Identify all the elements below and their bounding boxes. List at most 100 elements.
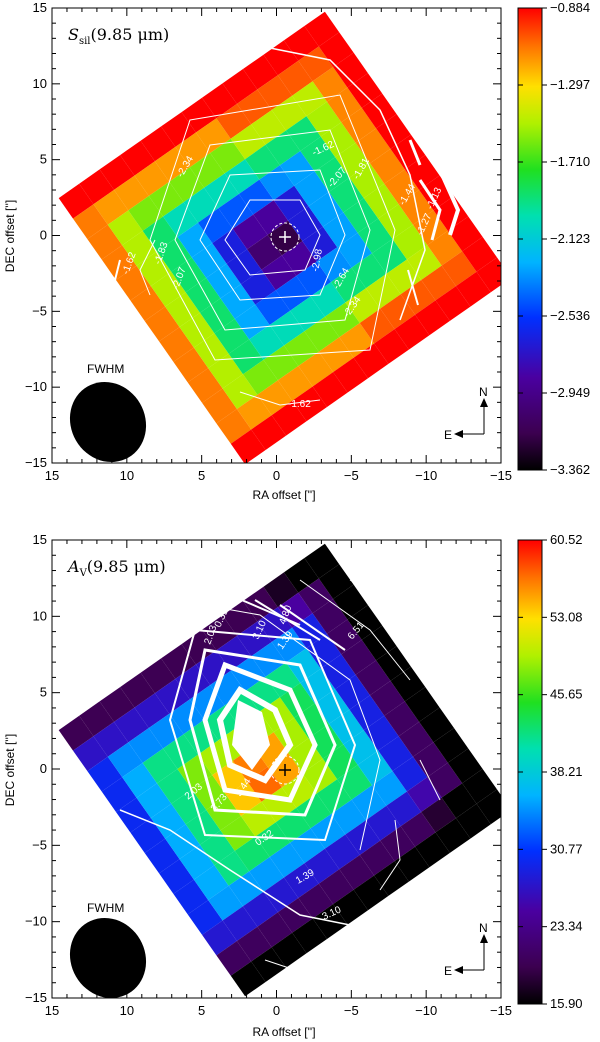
contour-line <box>224 199 321 276</box>
heatmap-cell <box>349 695 385 731</box>
heatmap-cell <box>341 639 377 675</box>
y-tick-label: 0 <box>40 761 47 776</box>
axes-1: 15 10 5 0 −5 −10 −15 −15 −10 −5 0 5 10 15 <box>25 0 512 483</box>
contour-line <box>239 391 321 406</box>
heatmap-cell <box>298 578 334 614</box>
heatmap-cell <box>195 118 231 153</box>
heatmap-cell <box>140 126 176 162</box>
y-tick-label: −5 <box>32 303 47 318</box>
heatmap-cell <box>310 282 346 317</box>
contour-line <box>139 239 156 296</box>
heatmap-cell <box>333 52 368 88</box>
heatmap-cell <box>157 769 192 804</box>
heatmap-cell <box>318 869 354 905</box>
contour-line <box>379 819 401 891</box>
heatmap-cell <box>316 779 352 814</box>
heatmap-cell <box>263 877 299 913</box>
heatmap-cell <box>216 941 252 976</box>
colorbar-ticks-1: −0.884 −1.297 −1.710 −2.123 −2.536 −2.949 −3.3… <box>518 0 590 477</box>
contour-line <box>168 628 357 842</box>
colorbar-tick-label: 60.52 <box>550 532 583 547</box>
heatmap-cell <box>374 861 409 896</box>
heatmap-cell <box>202 83 237 119</box>
beam-ellipse <box>69 917 147 998</box>
panel-2: 4.80 6.51 8.22 3.10 1.39 0.32 2.03 5.44 … <box>3 532 583 1039</box>
heatmap-cell <box>347 605 383 640</box>
heatmap-cell <box>263 345 299 381</box>
heatmap-cell <box>238 179 274 215</box>
colorbar-tick-label: −1.710 <box>550 154 590 169</box>
heatmap-cell <box>220 284 256 319</box>
heatmap-cell <box>394 846 430 882</box>
heatmap-cell <box>142 748 178 784</box>
heatmap-cell <box>181 97 217 133</box>
axes-2: 15 10 5 0 −5 −10 −15 −15 −10 −5 0 5 10 15 <box>25 532 512 1018</box>
contour-line <box>264 959 311 976</box>
heatmap-cell <box>263 572 299 608</box>
heatmap-cell <box>427 762 463 798</box>
heatmap-cell <box>193 865 229 901</box>
contour-line <box>149 94 396 361</box>
heatmap-cell <box>120 140 155 176</box>
heatmap-cell <box>335 142 370 178</box>
heatmap-cell <box>202 388 237 424</box>
heatmap-cell <box>271 932 307 968</box>
heatmap-cell <box>370 680 405 716</box>
heatmap-cell <box>245 144 280 180</box>
heatmap-cell <box>230 124 266 160</box>
heatmap-cell <box>114 707 149 743</box>
colorbar-tick-label: 15.90 <box>550 996 583 1011</box>
heatmap-cell <box>288 206 323 242</box>
colorbar-tick-label: 23.34 <box>550 919 583 934</box>
heatmap-cell <box>130 286 166 321</box>
y-axis-label-1: DEC offset [''] <box>3 200 17 272</box>
contour-line <box>119 809 351 926</box>
heatmap-cell <box>351 785 387 821</box>
heatmap-cell <box>265 130 301 166</box>
colorbar-tick-label: −1.297 <box>550 77 590 92</box>
heatmap-cell <box>257 75 293 110</box>
heatmap-cell <box>447 216 483 252</box>
contour-line <box>419 759 441 801</box>
heatmap-cell <box>222 906 258 941</box>
heatmap-cell <box>222 69 258 104</box>
colorbar-tick-label: −0.884 <box>550 0 590 15</box>
heatmap-cell <box>198 208 233 244</box>
heatmap-cell <box>163 202 198 237</box>
heatmap-cell <box>339 323 375 358</box>
heatmap-cell <box>58 715 94 751</box>
heatmap-cell <box>400 280 436 315</box>
heatmap-cell <box>406 245 442 280</box>
heatmap-cell <box>251 947 287 982</box>
heatmap-cell <box>421 265 456 301</box>
heatmap-cell <box>269 842 305 878</box>
heatmap-cell <box>359 840 395 876</box>
heatmap-cell <box>456 803 491 839</box>
panel-1: -1.62 -2.34 -2.07 -1.81 -1.44 -1.13 -1.2… <box>3 0 590 502</box>
contour-line <box>108 259 126 321</box>
heatmap-cell <box>181 629 217 665</box>
heatmap-cell <box>234 304 270 340</box>
contour-line <box>188 648 337 817</box>
heatmap-cell <box>224 159 260 194</box>
contours-2 <box>119 579 461 976</box>
heatmap-cell <box>171 789 207 825</box>
heatmap-cell <box>322 212 358 248</box>
heatmap-cell <box>187 368 223 403</box>
compass-north: N <box>479 921 488 935</box>
heatmap-cell <box>99 155 135 190</box>
heatmap-cell <box>355 660 391 696</box>
colorbar-tick-label: 53.08 <box>550 609 583 624</box>
colorbar-tick-label: −2.123 <box>550 231 590 246</box>
contour-line <box>408 139 422 166</box>
heatmap-cell <box>286 648 321 683</box>
x-tick-label: −15 <box>490 468 512 483</box>
heatmap-cell <box>208 353 243 389</box>
heatmap-cell <box>73 204 108 240</box>
heatmap-cell <box>404 155 440 190</box>
heatmap-cell <box>148 713 184 749</box>
heatmap-cell <box>128 196 164 231</box>
heatmap-cell <box>308 723 344 759</box>
y-tick-label: 15 <box>33 0 47 15</box>
contour-label: -2.98 <box>310 248 325 273</box>
